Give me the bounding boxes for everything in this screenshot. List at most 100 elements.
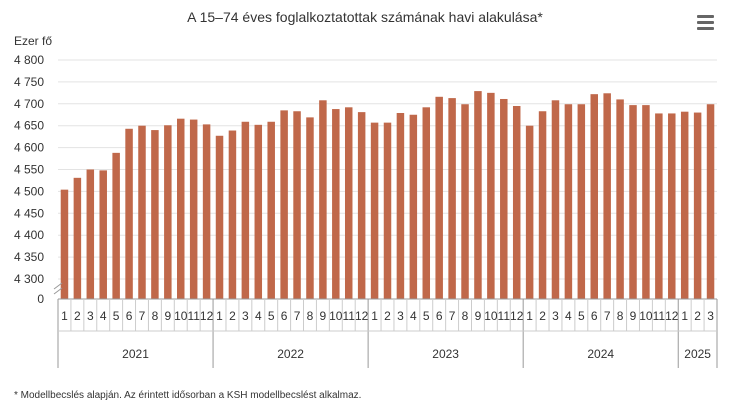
x-tick-label-year: 2023 — [432, 347, 459, 361]
bar — [435, 96, 443, 300]
x-tick-label-month: 9 — [475, 309, 482, 323]
y-tick-label: 4 600 — [14, 141, 44, 155]
x-tick-label-month: 1 — [526, 309, 533, 323]
x-tick-label-month: 6 — [126, 309, 133, 323]
bar — [177, 118, 185, 299]
x-tick-label-month: 1 — [216, 309, 223, 323]
x-tick-label-month: 12 — [200, 309, 214, 323]
x-tick-label-month: 12 — [510, 309, 524, 323]
bar — [125, 128, 133, 299]
x-tick-label-year: 2021 — [122, 347, 149, 361]
x-tick-label-month: 8 — [617, 309, 624, 323]
bar — [642, 105, 650, 299]
bar — [254, 124, 263, 299]
x-tick-label-month: 1 — [61, 309, 68, 323]
bar — [396, 112, 405, 299]
bar — [99, 170, 107, 299]
x-tick-label-month: 5 — [113, 309, 120, 323]
x-tick-label-month: 5 — [578, 309, 585, 323]
x-tick-label-month: 1 — [371, 309, 378, 323]
x-tick-label-month: 4 — [255, 309, 262, 323]
x-tick-label-month: 9 — [630, 309, 637, 323]
bar — [267, 121, 275, 300]
bar — [138, 125, 146, 299]
bar — [409, 114, 418, 299]
bar — [461, 104, 469, 299]
y-tick-label: 4 700 — [14, 97, 44, 111]
bar — [616, 99, 624, 299]
bar — [319, 100, 327, 300]
chart-menu-button[interactable] — [694, 11, 718, 33]
x-tick-label-month: 2 — [74, 309, 81, 323]
y-tick-label: 4 450 — [14, 206, 44, 220]
x-tick-label-month: 3 — [552, 309, 559, 323]
bar — [293, 111, 301, 299]
x-tick-label-month: 11 — [653, 309, 666, 323]
y-axis-label: Ezer fő — [14, 34, 53, 48]
x-tick-label-month: 4 — [565, 309, 572, 323]
bar — [86, 169, 95, 299]
x-tick-label-month: 4 — [410, 309, 417, 323]
bar — [73, 177, 82, 299]
x-tick-label-month: 9 — [320, 309, 327, 323]
bars — [60, 91, 715, 300]
bar — [668, 113, 676, 299]
bar — [655, 113, 663, 299]
bar — [422, 107, 431, 299]
bar — [603, 93, 611, 300]
bar — [215, 135, 224, 299]
bar — [551, 100, 560, 300]
bar — [383, 122, 392, 299]
bar — [344, 107, 353, 299]
x-tick-label-month: 10 — [639, 309, 653, 323]
y-tick-label: 4 500 — [14, 184, 44, 198]
bar — [189, 119, 198, 300]
bar — [500, 98, 508, 300]
x-tick-label-month: 2 — [229, 309, 236, 323]
bar — [693, 112, 702, 299]
x-tick-label-month: 7 — [604, 309, 611, 323]
bar — [306, 117, 314, 300]
x-tick-label-year: 2022 — [277, 347, 304, 361]
bar — [564, 104, 573, 299]
x-tick-label-month: 2 — [694, 309, 701, 323]
y-tick-label: 4 650 — [14, 119, 44, 133]
bar — [280, 110, 288, 300]
x-tick-label-month: 7 — [139, 309, 146, 323]
x-tick-label-month: 8 — [462, 309, 469, 323]
footnote: * Modellbecslés alapján. Az érintett idő… — [14, 390, 362, 401]
chart-title: A 15–74 éves foglalkoztatottak számának … — [187, 9, 543, 25]
x-tick-label-month: 12 — [355, 309, 369, 323]
y-tick-label: 4 750 — [14, 75, 44, 89]
bar — [202, 124, 211, 299]
bar — [332, 109, 340, 299]
x-tick-label-month: 12 — [665, 309, 679, 323]
x-tick-label-month: 6 — [591, 309, 598, 323]
y-tick-label: 4 800 — [14, 53, 44, 67]
x-tick-label-month: 5 — [268, 309, 275, 323]
x-tick-label-month: 10 — [329, 309, 343, 323]
x-tick-label-month: 10 — [484, 309, 498, 323]
x-tick-label-month: 5 — [423, 309, 430, 323]
bar — [512, 105, 521, 300]
y-tick-label: 4 400 — [14, 228, 44, 242]
bar — [706, 104, 715, 299]
x-tick-label-month: 8 — [307, 309, 314, 323]
x-tick-label-month: 2 — [539, 309, 546, 323]
bar — [241, 121, 250, 300]
bar — [357, 112, 366, 299]
y-tick-label: 0 — [37, 292, 44, 306]
x-tick-label-month: 3 — [242, 309, 249, 323]
x-tick-label-month: 3 — [397, 309, 404, 323]
bar — [370, 122, 379, 299]
x-tick-label-month: 4 — [100, 309, 107, 323]
bar — [538, 111, 547, 299]
x-tick-label-month: 7 — [294, 309, 301, 323]
x-tick-label-month: 11 — [343, 309, 356, 323]
bar — [228, 130, 237, 299]
bar — [60, 189, 69, 299]
x-tick-label-month: 11 — [187, 309, 200, 323]
bar — [577, 104, 586, 299]
axis-break-mark — [53, 282, 63, 295]
